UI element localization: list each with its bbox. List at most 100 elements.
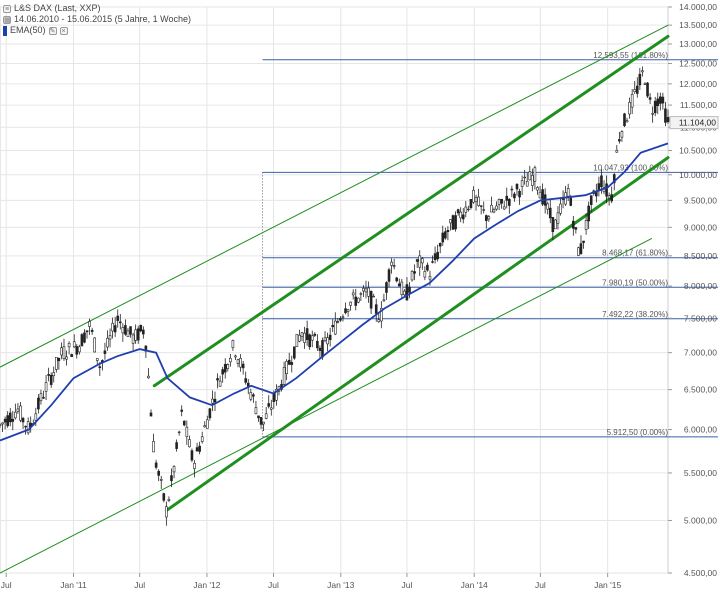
candle-body bbox=[211, 398, 214, 404]
trend-channel-outer-upper bbox=[0, 24, 669, 368]
candle-body bbox=[472, 189, 475, 203]
candle-body bbox=[131, 334, 135, 344]
plot-frame bbox=[0, 6, 669, 574]
legend-row-ema: EMA(50) ✎ × bbox=[3, 25, 191, 36]
fibonacci-level-label: 12.593,55 (161.80%) bbox=[593, 51, 668, 60]
trend-channel-inner-upper bbox=[152, 34, 670, 388]
y-tick-label: 12.500,00 bbox=[679, 59, 717, 69]
candle-body bbox=[11, 418, 15, 422]
candle-body bbox=[3, 418, 7, 423]
candle-body bbox=[505, 195, 509, 201]
candle-body bbox=[428, 276, 432, 280]
candle-body bbox=[610, 194, 613, 202]
candle-body bbox=[239, 357, 242, 368]
candle-body bbox=[653, 100, 657, 114]
candle-body bbox=[607, 195, 611, 199]
candle-body bbox=[531, 175, 534, 186]
candle-body bbox=[449, 219, 452, 224]
trend-channel-layer bbox=[0, 24, 670, 574]
candle-body bbox=[262, 421, 265, 425]
candle-body bbox=[72, 341, 76, 348]
candle-body bbox=[282, 367, 286, 385]
candle-body bbox=[1, 422, 4, 425]
candle-body bbox=[418, 255, 422, 268]
candle-body bbox=[303, 332, 306, 343]
candle-body bbox=[459, 211, 462, 219]
candle-body bbox=[646, 82, 649, 97]
candle-body bbox=[254, 407, 258, 415]
candle-body bbox=[177, 431, 181, 434]
y-tick-label: 5.000,00 bbox=[684, 515, 717, 525]
candle-body bbox=[172, 466, 176, 473]
candle-body bbox=[175, 442, 178, 449]
candle-body bbox=[126, 330, 130, 337]
candle-body bbox=[620, 131, 624, 138]
x-tick-label: Jan '13 bbox=[327, 580, 354, 590]
candle-body bbox=[633, 89, 637, 92]
candle-body bbox=[551, 217, 555, 232]
candle-body bbox=[229, 358, 232, 363]
candle-body bbox=[395, 277, 399, 282]
candle-body bbox=[55, 357, 58, 370]
candle-body bbox=[19, 405, 22, 421]
ema-line bbox=[0, 142, 669, 442]
candle-body bbox=[359, 293, 363, 295]
candle-body bbox=[103, 350, 107, 354]
candle-body bbox=[159, 478, 163, 481]
candle-body bbox=[533, 167, 537, 182]
candle-body bbox=[236, 359, 240, 364]
candle-body bbox=[124, 325, 127, 335]
last-value-badge bbox=[669, 116, 719, 130]
x-tick-label: Jul bbox=[134, 580, 145, 590]
candle-body bbox=[441, 232, 445, 243]
candle-body bbox=[85, 330, 89, 333]
candle-body bbox=[121, 327, 125, 334]
candle-body bbox=[180, 409, 184, 412]
candle-body bbox=[34, 413, 38, 421]
candle-body bbox=[400, 281, 404, 295]
x-tick-label: Jan '15 bbox=[594, 580, 621, 590]
x-tick-label: Jul bbox=[402, 580, 413, 590]
candle-body bbox=[24, 425, 27, 428]
ema-swatch-icon bbox=[3, 25, 7, 36]
settings-icon[interactable]: ≡ bbox=[3, 4, 11, 13]
candle-body bbox=[8, 412, 12, 423]
close-icon[interactable]: × bbox=[59, 26, 68, 35]
candle-body bbox=[221, 369, 224, 375]
x-tick-label: Jan '12 bbox=[193, 580, 220, 590]
candle-body bbox=[515, 183, 519, 190]
candle-body bbox=[259, 417, 263, 425]
candle-body bbox=[525, 181, 529, 187]
candle-body bbox=[167, 498, 171, 501]
candle-body bbox=[600, 175, 603, 187]
candle-body bbox=[65, 356, 68, 360]
candle-body bbox=[518, 190, 521, 198]
candle-body bbox=[369, 290, 373, 309]
grid-layer bbox=[0, 6, 669, 574]
candle-body bbox=[244, 378, 248, 383]
y-tick-label: 9.000,00 bbox=[684, 222, 717, 232]
x-tick-label: Jan '11 bbox=[60, 580, 87, 590]
candle-body bbox=[579, 243, 583, 254]
candle-body bbox=[305, 328, 309, 341]
candle-body bbox=[216, 378, 219, 381]
candle-body bbox=[510, 188, 514, 191]
legend-row-instrument: ≡ L&S DAX (Last, XXP) bbox=[3, 3, 191, 14]
candle-body bbox=[492, 209, 496, 213]
candle-body bbox=[62, 346, 66, 359]
edit-icon[interactable]: ✎ bbox=[48, 26, 57, 35]
x-tick-label: Jan '14 bbox=[461, 580, 488, 590]
candle-body bbox=[162, 493, 166, 501]
candle-body bbox=[252, 394, 255, 397]
candle-body bbox=[349, 301, 352, 306]
candle-body bbox=[420, 258, 424, 264]
candle-body bbox=[648, 97, 652, 100]
candle-body bbox=[538, 191, 542, 199]
candle-body bbox=[316, 340, 319, 349]
candle-body bbox=[313, 333, 317, 336]
candle-body bbox=[234, 355, 237, 358]
candle-body bbox=[423, 271, 427, 278]
y-tick-label: 12.000,00 bbox=[679, 79, 717, 89]
calendar-icon[interactable]: ▦ bbox=[3, 15, 11, 24]
